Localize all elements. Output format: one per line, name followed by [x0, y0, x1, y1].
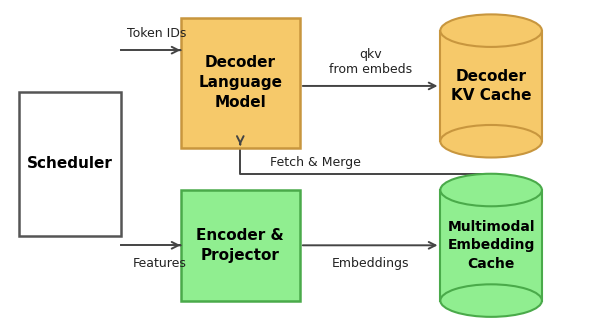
Bar — [440, 31, 542, 141]
Text: Embeddings: Embeddings — [331, 257, 409, 270]
Ellipse shape — [440, 14, 542, 47]
Text: Encoder &
Projector: Encoder & Projector — [196, 228, 284, 263]
Text: Scheduler: Scheduler — [27, 156, 113, 172]
Ellipse shape — [440, 284, 542, 317]
Text: Features: Features — [133, 257, 187, 270]
Text: Decoder
Language
Model: Decoder Language Model — [198, 55, 282, 110]
FancyBboxPatch shape — [181, 190, 300, 300]
Text: Decoder
KV Cache: Decoder KV Cache — [451, 69, 532, 103]
Text: Fetch & Merge: Fetch & Merge — [270, 156, 361, 169]
Ellipse shape — [440, 125, 542, 157]
Text: Multimodal
Embedding
Cache: Multimodal Embedding Cache — [448, 220, 535, 271]
FancyBboxPatch shape — [181, 18, 300, 148]
Bar — [440, 190, 542, 300]
Text: Token IDs: Token IDs — [127, 28, 186, 40]
Ellipse shape — [440, 174, 542, 206]
Text: qkv
from embeds: qkv from embeds — [329, 48, 412, 76]
FancyBboxPatch shape — [19, 92, 121, 236]
